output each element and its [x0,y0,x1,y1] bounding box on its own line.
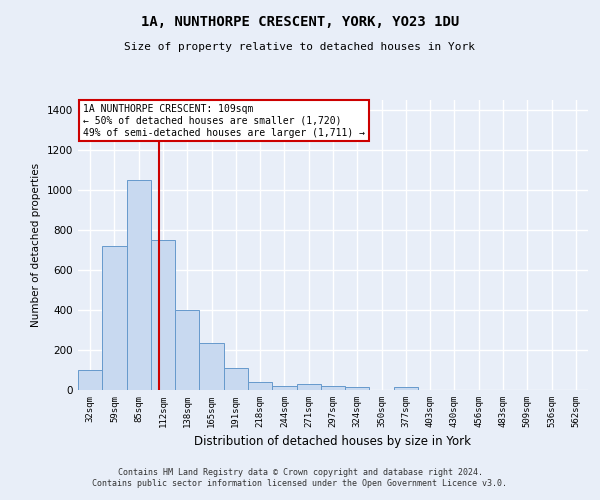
Bar [199,343,224,390]
Text: Size of property relative to detached houses in York: Size of property relative to detached ho… [125,42,476,52]
X-axis label: Distribution of detached houses by size in York: Distribution of detached houses by size … [194,436,472,448]
Bar [102,246,127,390]
Bar [345,387,370,390]
Bar [272,386,296,390]
Y-axis label: Number of detached properties: Number of detached properties [31,163,41,327]
Text: Contains HM Land Registry data © Crown copyright and database right 2024.
Contai: Contains HM Land Registry data © Crown c… [92,468,508,487]
Bar [224,368,248,390]
Bar [394,387,418,390]
Bar [78,370,102,390]
Bar [127,180,151,390]
Bar [175,310,199,390]
Bar [321,386,345,390]
Text: 1A NUNTHORPE CRESCENT: 109sqm
← 50% of detached houses are smaller (1,720)
49% o: 1A NUNTHORPE CRESCENT: 109sqm ← 50% of d… [83,104,365,138]
Bar [151,240,175,390]
Bar [296,384,321,390]
Text: 1A, NUNTHORPE CRESCENT, YORK, YO23 1DU: 1A, NUNTHORPE CRESCENT, YORK, YO23 1DU [141,15,459,29]
Bar [248,382,272,390]
